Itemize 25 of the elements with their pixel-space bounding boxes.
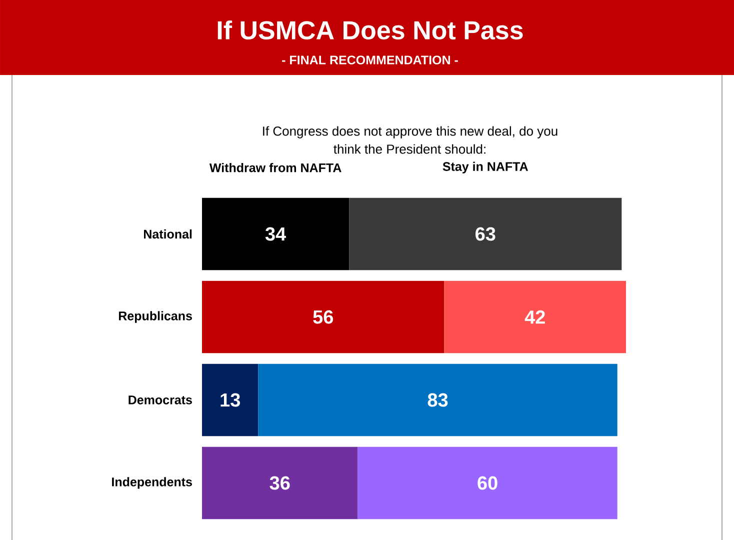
bar [202,446,358,519]
text: If Congress does not approve this new deal, do you think the President should: [263,126,558,154]
y-tick-label: National [144,229,192,238]
data-label: 60 [478,476,498,490]
bar [202,364,258,436]
bar [202,198,350,270]
bar [358,446,618,519]
y-tick-label: Republicans [118,310,192,323]
bar [349,198,622,270]
text: Withdraw from NAFTA [209,162,342,172]
bar [258,364,618,436]
data-label: 63 [476,227,496,241]
bar [202,280,444,353]
y-tick-label: Independents [112,476,192,489]
bar [444,280,626,353]
series-label: Stay in NAFTA [442,162,528,174]
data-label: 83 [428,393,448,407]
y-tick-label: Democrats [128,395,192,404]
data-label: 56 [313,310,334,324]
chart-title: If USMCA Does Not Pass [218,20,523,40]
data-label: 42 [524,310,545,324]
data-label: 13 [220,393,240,407]
data-label: 36 [270,476,290,490]
chart-subtitle: - FINAL RECOMMENDATION - [282,55,458,64]
data-label: 34 [265,227,286,241]
